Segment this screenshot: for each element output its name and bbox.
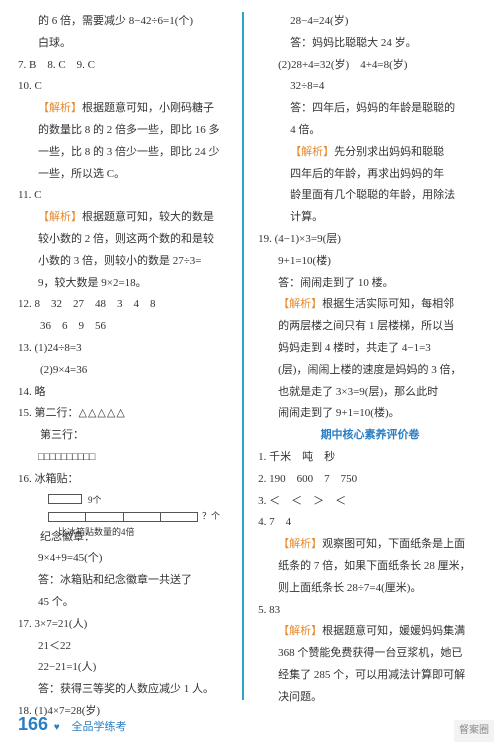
right-column: 28−4=24(岁) 答：妈妈比聪聪大 24 岁。 (2)28+4=32(岁) … [256,12,482,700]
text: 15. 第二行： [18,407,79,419]
answer-text: 答：冰箱贴和纪念徽章一共送了 [18,571,232,591]
analysis: 【解析】根据题意可知，较大的数是 [18,208,232,228]
answer-row: 2. 190 600 7 750 [258,470,482,490]
analysis-text: 根据生活实际可知，每相邻 [322,298,454,310]
analysis-text: 先分别求出妈妈和聪聪 [334,146,444,158]
footer-left: 166 ♥ 全品学练考 [18,708,126,740]
calc: 22−21=1(人) [18,658,232,678]
analysis-text: 观察图可知，下面纸条是上面 [322,538,465,550]
analysis-text: 计算。 [258,208,482,228]
page-footer: 166 ♥ 全品学练考 [18,708,482,740]
page-content: 的 6 倍，需要减少 8−42÷6=1(个) 白球。 7. B 8. C 9. … [0,0,500,700]
answer-text: 答：获得三等奖的人数应减少 1 人。 [18,680,232,700]
answer-row: 12. 8 32 27 48 3 4 8 [18,295,232,315]
answer-row: 17. 3×7=21(人) [18,615,232,635]
analysis-text: 经集了 285 个，可以用减法计算即可解 [258,666,482,686]
analysis-text: 决问题。 [258,688,482,708]
answer-row: 4. 7 4 [258,513,482,533]
calc: 9+1=10(楼) [258,252,482,272]
analysis-text: 368 个赞能免费获得一台豆浆机，她已 [258,644,482,664]
diagram-note: 比冰箱贴数量的4倍 [58,524,135,540]
calc: 32÷8=4 [258,77,482,97]
analysis-text: (层)，闹闹上楼的速度是妈妈的 3 倍， [258,361,482,381]
answer-row: 第三行： [18,426,232,446]
calc: (2)28+4=32(岁) 4+4=8(岁) [258,56,482,76]
diagram-label: 9个 [88,492,102,508]
page-number: 166 [18,714,48,734]
answer-row: 14. 略 [18,383,232,403]
answer-row: 16. 冰箱贴： [18,470,232,490]
analysis-text: 一些，所以选 C。 [18,165,232,185]
answer-text: 4 倍。 [258,121,482,141]
answer-text: 答：闹闹走到了 10 楼。 [258,274,482,294]
analysis-label: 【解析】 [278,538,322,550]
analysis-text: 较小数的 2 倍，则这两个数的和是较 [18,230,232,250]
analysis-text: 闹闹走到了 9+1=10(楼)。 [258,404,482,424]
analysis-label: 【解析】 [38,211,82,223]
answer-row: 19. (4−1)×3=9(层) [258,230,482,250]
answer-row: 36 6 9 56 [18,317,232,337]
analysis-text: 龄里面有几个聪聪的年龄，用除法 [258,186,482,206]
answer-row: 1. 千米 吨 秒 [258,448,482,468]
analysis-text: 的两层楼之间只有 1 层楼梯，所以当 [258,317,482,337]
section-heading: 期中核心素养评价卷 [258,426,482,446]
analysis: 【解析】根据题意可知，小刚码糖子 [18,99,232,119]
calc: 9×4+9=45(个) [18,549,232,569]
calc: 28−4=24(岁) [258,12,482,32]
watermark: 督案圈 [454,720,494,742]
analysis-text: 妈妈走到 4 楼时，共走了 4−1=3 [258,339,482,359]
analysis: 【解析】根据生活实际可知，每相邻 [258,295,482,315]
analysis-label: 【解析】 [278,625,322,637]
answer-text: 答：四年后，妈妈的年龄是聪聪的 [258,99,482,119]
analysis-text: 根据题意可知，较大的数是 [82,211,214,223]
analysis-text: 也就是走了 3×3=9(层)，那么此时 [258,383,482,403]
answer-row: 5. 83 [258,601,482,621]
answer-row: (2)9×4=36 [18,361,232,381]
answer-row: 15. 第二行：△△△△△ [18,404,232,424]
analysis-text: 四年后的年龄，再求出妈妈的年 [258,165,482,185]
triangles: △△△△△ [79,407,126,419]
answer-row: 3. ＜ ＜ ＞ ＜ [258,492,482,512]
answer-row: 7. B 8. C 9. C [18,56,232,76]
analysis-label: 【解析】 [38,102,82,114]
answer-row: 11. C [18,186,232,206]
analysis-text: 9，较大数是 9×2=18。 [18,274,232,294]
heart-icon: ♥ [54,722,60,733]
left-column: 的 6 倍，需要减少 8−42÷6=1(个) 白球。 7. B 8. C 9. … [18,12,244,700]
text: 白球。 [18,34,232,54]
analysis: 【解析】先分别求出妈妈和聪聪 [258,143,482,163]
analysis-text: 则上面纸条长 28÷7=4(厘米)。 [258,579,482,599]
diagram-label: ？个 [202,508,220,524]
analysis-text: 的数量比 8 的 2 倍多一些，即比 16 多 [18,121,232,141]
analysis-label: 【解析】 [290,146,334,158]
analysis-label: 【解析】 [278,298,322,310]
answer-row: 10. C [18,77,232,97]
analysis-text: 根据题意可知，媛媛妈妈集满 [322,625,465,637]
analysis-text: 纸条的 7 倍，如果下面纸条长 28 厘米， [258,557,482,577]
text: 的 6 倍，需要减少 8−42÷6=1(个) [18,12,232,32]
answer-text: 45 个。 [18,593,232,613]
footer-label: 全品学练考 [71,721,126,733]
bar-diagram: 9个 ？个 比冰箱贴数量的4倍 [48,494,232,534]
analysis-text: 根据题意可知，小刚码糖子 [82,102,214,114]
analysis: 【解析】观察图可知，下面纸条是上面 [258,535,482,555]
answer-row: 13. (1)24÷8=3 [18,339,232,359]
squares: □□□□□□□□□□ [18,448,232,468]
analysis-text: 小数的 3 倍，则较小的数是 27÷3= [18,252,232,272]
analysis: 【解析】根据题意可知，媛媛妈妈集满 [258,622,482,642]
analysis-text: 一些，比 8 的 3 倍少一些，即比 24 少 [18,143,232,163]
calc: 21＜22 [18,637,232,657]
answer-text: 答：妈妈比聪聪大 24 岁。 [258,34,482,54]
